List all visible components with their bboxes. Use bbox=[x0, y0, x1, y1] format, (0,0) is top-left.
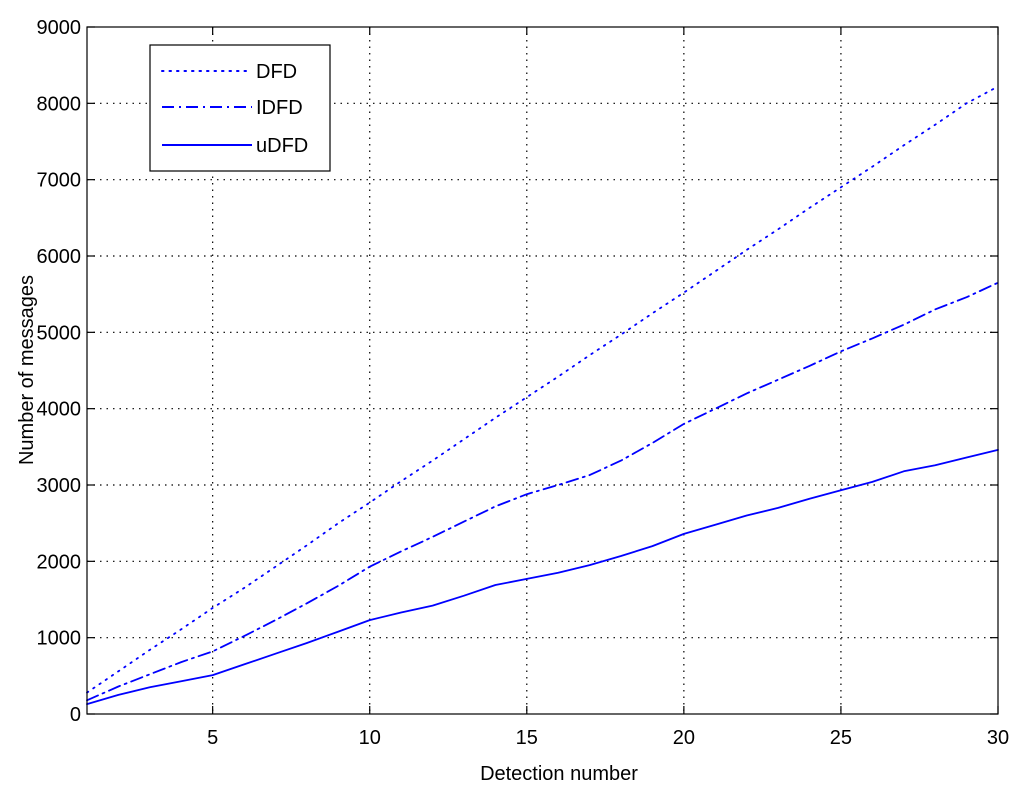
x-tick-label: 20 bbox=[673, 727, 695, 749]
y-tick-label: 9000 bbox=[37, 17, 82, 39]
x-tick-label: 5 bbox=[207, 727, 218, 749]
series-line-dfd bbox=[86, 85, 999, 694]
legend-label-dfd: DFD bbox=[256, 61, 297, 83]
y-tick-label: 1000 bbox=[37, 628, 82, 650]
y-axis-label: Number of messages bbox=[16, 275, 38, 465]
legend-label-idfd: IDFD bbox=[256, 97, 303, 119]
x-axis-label: Detection number bbox=[480, 763, 638, 785]
y-tick-label: 3000 bbox=[37, 475, 82, 497]
legend-label-udfd: uDFD bbox=[256, 135, 308, 157]
legend: DFD IDFD uDFD bbox=[149, 44, 331, 172]
axis-ticks: 5 10 15 20 25 30 0 1000 2000 3000 4000 5000 6000 7000… bbox=[37, 17, 1010, 749]
y-tick-label: 5000 bbox=[37, 322, 82, 344]
x-tick-label: 30 bbox=[987, 727, 1009, 749]
x-tick-label: 15 bbox=[516, 727, 538, 749]
y-tick-label: 6000 bbox=[37, 246, 82, 268]
series-line-udfd bbox=[86, 448, 999, 705]
plot-frame bbox=[86, 26, 999, 715]
grid-lines bbox=[87, 27, 998, 714]
y-tick-label: 2000 bbox=[37, 551, 82, 573]
y-tick-label: 8000 bbox=[37, 93, 82, 115]
x-tick-label: 25 bbox=[830, 727, 852, 749]
y-tick-label: 7000 bbox=[37, 170, 82, 192]
y-tick-label: 4000 bbox=[37, 399, 82, 421]
y-tick-label: 0 bbox=[70, 704, 81, 726]
x-tick-label: 10 bbox=[359, 727, 381, 749]
series-lines bbox=[86, 85, 999, 705]
